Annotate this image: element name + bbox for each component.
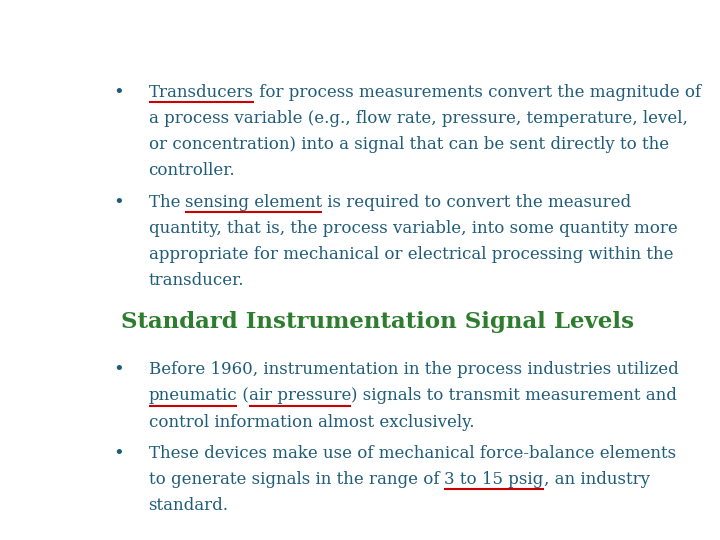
Text: transducer.: transducer. [148,272,244,289]
Text: appropriate for mechanical or electrical processing within the: appropriate for mechanical or electrical… [148,246,673,263]
Text: to generate signals in the range of: to generate signals in the range of [148,471,444,488]
Text: •: • [114,445,124,463]
Text: quantity, that is, the process variable, into some quantity more: quantity, that is, the process variable,… [148,220,678,237]
Text: control information almost exclusively.: control information almost exclusively. [148,414,474,430]
Text: (: ( [237,387,249,404]
Text: pneumatic: pneumatic [148,387,237,404]
Text: , an industry: , an industry [544,471,649,488]
Text: •: • [114,193,124,212]
Text: Before 1960, instrumentation in the process industries utilized: Before 1960, instrumentation in the proc… [148,361,678,378]
Text: for process measurements convert the magnitude of: for process measurements convert the mag… [253,84,701,100]
Text: or concentration) into a signal that can be sent directly to the: or concentration) into a signal that can… [148,136,669,153]
Text: a process variable (e.g., flow rate, pressure, temperature, level,: a process variable (e.g., flow rate, pre… [148,110,688,127]
Text: is required to convert the measured: is required to convert the measured [323,193,631,211]
Text: controller.: controller. [148,162,235,179]
Text: Standard Instrumentation Signal Levels: Standard Instrumentation Signal Levels [121,312,634,333]
Text: •: • [114,84,124,102]
Text: standard.: standard. [148,497,228,515]
Text: Transducers: Transducers [148,84,253,100]
Text: •: • [114,361,124,379]
Text: These devices make use of mechanical force-balance elements: These devices make use of mechanical for… [148,445,675,462]
Text: sensing element: sensing element [185,193,323,211]
Text: 3 to 15 psig: 3 to 15 psig [444,471,544,488]
Text: ) signals to transmit measurement and: ) signals to transmit measurement and [351,387,678,404]
Text: The: The [148,193,185,211]
Text: air pressure: air pressure [249,387,351,404]
